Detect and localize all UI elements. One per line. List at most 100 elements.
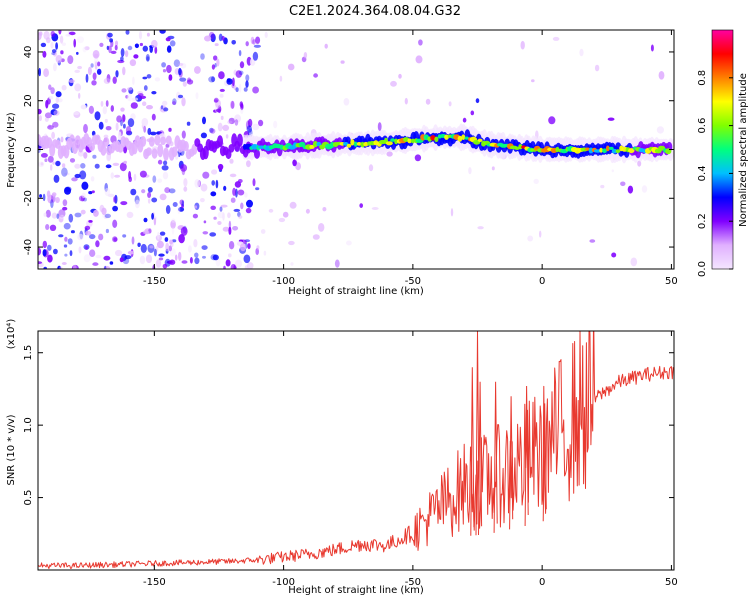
spectrogram-ridge: [360, 141, 365, 148]
spectrogram-speckle: [72, 264, 77, 269]
spectrogram-speckle: [238, 83, 242, 93]
spectrogram-speckle: [43, 31, 50, 40]
spectrogram-ridge: [461, 134, 466, 140]
colorbar-tick-label: 0.4: [697, 165, 708, 181]
spectrogram-speckle: [214, 63, 217, 68]
spectrogram-speckle: [232, 226, 239, 231]
spectrogram-band: [154, 134, 161, 146]
spectrogram-speckle: [240, 108, 244, 114]
spectrogram-speckle: [252, 178, 256, 187]
spectrogram-speckle: [76, 51, 79, 55]
spectrogram-ridge: [615, 149, 621, 154]
spectrogram-speckle: [237, 189, 245, 196]
spectrogram-speckle: [49, 224, 57, 231]
spectrogram-speckle: [139, 255, 146, 265]
spectrogram-speckle: [126, 211, 134, 219]
spectrogram-speckle: [174, 254, 178, 261]
spectrogram-speckle: [58, 30, 62, 35]
spectrogram-speckle: [247, 118, 253, 128]
spectrogram-speckle: [220, 204, 228, 208]
spectrogram-speckle: [81, 192, 86, 199]
spectrogram-speckle: [548, 116, 556, 125]
spectrogram-speckle: [165, 242, 170, 252]
spectrogram-speckle: [158, 253, 165, 257]
spectrogram-speckle: [611, 252, 617, 258]
spectrogram-ridge: [356, 142, 362, 146]
spectrogram-speckle: [62, 199, 68, 207]
colorbar-tick-label: 0.0: [697, 261, 708, 277]
spectrogram-speckle: [71, 177, 78, 182]
spectrogram-speckle: [120, 107, 125, 112]
spectrogram-speckle: [89, 234, 96, 240]
spectrogram-speckle: [88, 105, 94, 114]
spectrogram-speckle: [101, 207, 107, 215]
spectrogram-speckle: [112, 162, 120, 166]
spectrogram-speckle: [211, 64, 215, 70]
spectrogram-speckle: [38, 67, 41, 77]
spectrogram-speckle: [61, 262, 67, 265]
spectrogram-speckle: [63, 244, 68, 248]
spectrogram-speckle: [137, 242, 141, 247]
snr-spike: [524, 385, 529, 527]
spectrogram-band: [171, 146, 178, 158]
spectrogram-y-tick-label: 40: [23, 46, 34, 59]
spectrogram-speckle: [161, 62, 167, 68]
spectrogram-xlabel: Height of straight line (km): [288, 286, 424, 297]
spectrogram-speckle: [151, 197, 158, 203]
colorbar: 0.0 0.2 0.4 0.6 0.8 Normalized spectral ampl…: [697, 29, 749, 277]
spectrogram-speckle: [181, 203, 184, 209]
spectrogram-speckle: [130, 188, 137, 196]
spectrogram-speckle: [258, 119, 264, 127]
spectrogram-speckle: [61, 163, 66, 168]
spectrogram-speckle: [192, 213, 198, 219]
spectrogram-speckle: [94, 53, 99, 58]
spectrogram-speckle: [162, 100, 168, 106]
spectrogram-ridge: [611, 148, 618, 154]
spectrogram-speckle: [149, 45, 153, 53]
spectrogram-speckle: [105, 100, 109, 107]
spectrogram-speckle: [155, 259, 162, 268]
spectrogram-speckle: [230, 100, 235, 109]
spectrogram-speckle: [186, 79, 194, 85]
spectrogram-speckle: [213, 99, 218, 103]
spectrogram-speckle: [168, 188, 176, 194]
spectrogram-speckle: [219, 88, 225, 92]
spectrogram-speckle: [218, 71, 225, 80]
spectrogram-speckle: [491, 166, 495, 171]
spectrogram-speckle: [108, 45, 112, 54]
spectrogram-speckle: [53, 174, 60, 183]
spectrogram-speckle: [45, 209, 51, 218]
spectrogram-speckle: [115, 122, 119, 131]
snr-spike: [509, 396, 514, 530]
spectrogram-speckle: [128, 171, 132, 180]
spectrogram-speckle: [235, 70, 242, 78]
spectrogram-speckle: [51, 52, 56, 55]
spectrogram-speckle: [104, 213, 112, 219]
spectrogram-speckle: [237, 211, 241, 218]
spectrogram-speckle: [48, 84, 52, 90]
spectrogram-ridge: [312, 141, 318, 148]
spectrogram-speckle: [44, 158, 48, 162]
spectrogram-speckle: [74, 212, 82, 218]
spectrogram-speckle: [127, 118, 135, 128]
spectrogram-speckle: [209, 127, 214, 133]
spectrogram-speckle: [165, 205, 171, 214]
spectrogram-speckle: [322, 207, 327, 212]
spectrogram-speckle: [43, 68, 49, 78]
spectrogram-speckle: [104, 215, 108, 219]
spectrogram-speckle: [607, 117, 615, 121]
spectrogram-speckle: [154, 46, 158, 54]
spectrogram-speckle: [112, 76, 117, 84]
spectrogram-speckle: [232, 187, 237, 196]
spectrogram-x-tick-label: -100: [272, 276, 295, 287]
spectrogram-speckle: [133, 54, 139, 59]
spectrogram-speckle: [40, 153, 48, 158]
spectrogram-speckle: [137, 93, 144, 97]
spectrogram-speckle: [223, 265, 226, 269]
spectrogram-speckle: [235, 259, 242, 268]
spectrogram-speckle: [139, 42, 143, 47]
spectrogram-speckle: [579, 48, 584, 57]
spectrogram-speckle: [200, 53, 205, 60]
spectrogram-speckle: [212, 254, 219, 261]
spectrogram-speckle: [51, 192, 57, 197]
